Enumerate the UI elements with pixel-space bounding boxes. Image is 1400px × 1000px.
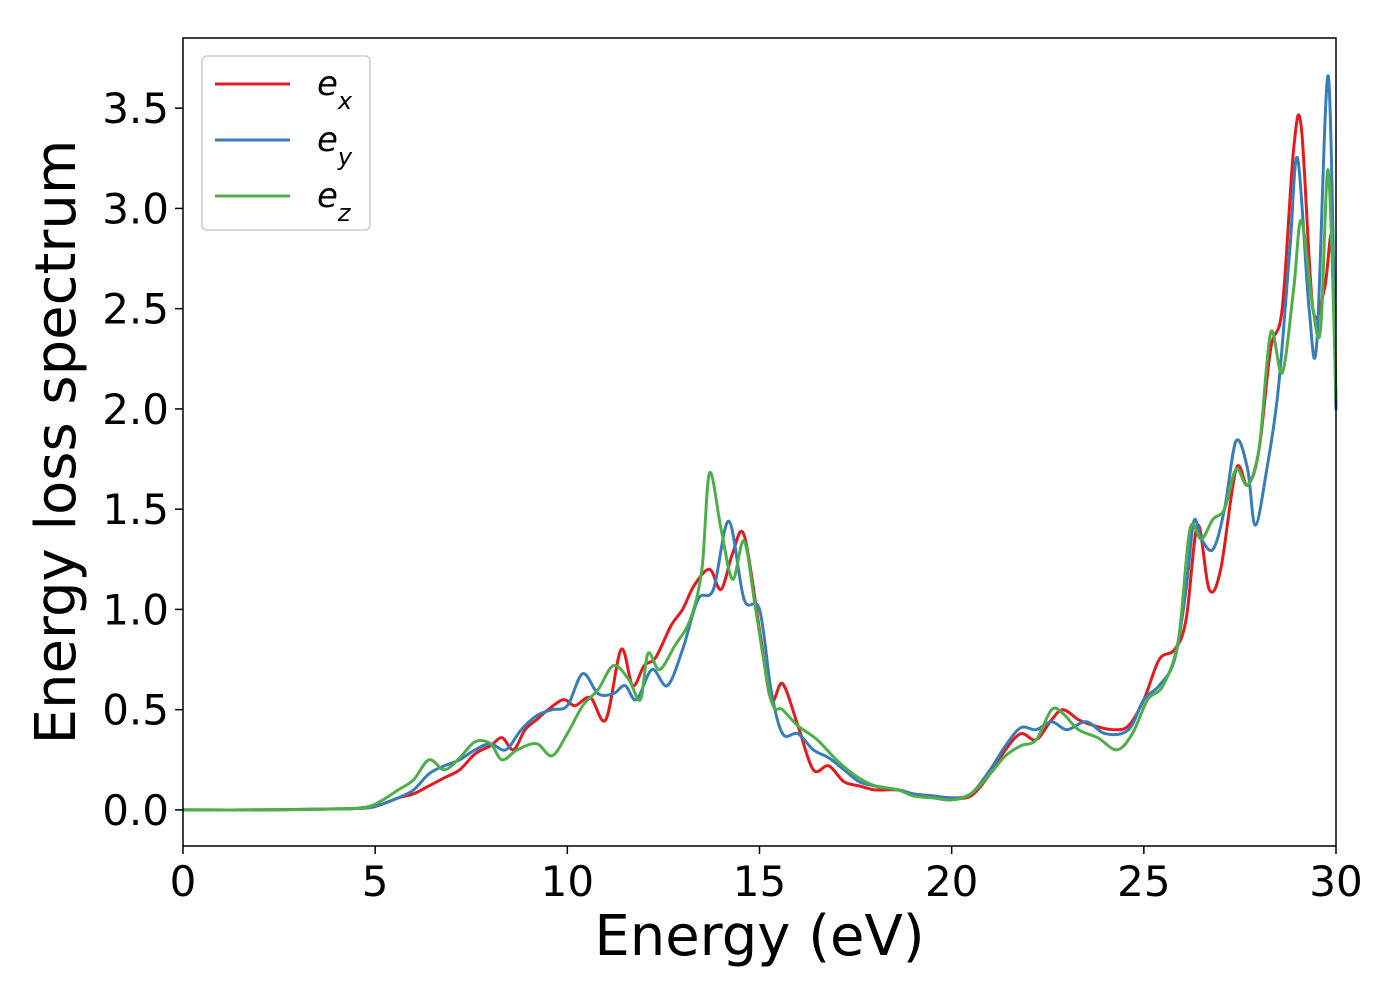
x-tick-label: 15	[733, 857, 786, 906]
y-axis-title: Energy loss spectrum	[24, 140, 89, 745]
series-line-ez	[181, 168, 1338, 812]
y-tick-label: 2.5	[102, 285, 169, 334]
x-axis-title: Energy (eV)	[594, 904, 924, 969]
legend-box	[201, 55, 371, 231]
x-tick-label: 30	[1309, 857, 1362, 906]
x-axis-ticks: 0 5 10 15 20 25 30	[170, 846, 1363, 906]
y-tick-label: 0.5	[102, 686, 169, 735]
x-tick-label: 0	[170, 857, 197, 906]
y-tick-label: 2.0	[102, 385, 169, 434]
x-tick-label: 20	[925, 857, 978, 906]
y-tick-label: 3.5	[102, 84, 169, 133]
plot-lines	[181, 74, 1338, 812]
y-tick-label: 0.0	[102, 786, 169, 835]
x-tick-label: 10	[541, 857, 594, 906]
x-tick-label: 25	[1117, 857, 1170, 906]
y-tick-label: 3.0	[102, 184, 169, 233]
y-tick-label: 1.0	[102, 585, 169, 634]
y-axis-ticks: 0.0 0.5 1.0 1.5 2.0 2.5 3.0 3.5	[102, 84, 183, 835]
y-tick-label: 1.5	[102, 485, 169, 534]
x-tick-label: 5	[362, 857, 389, 906]
